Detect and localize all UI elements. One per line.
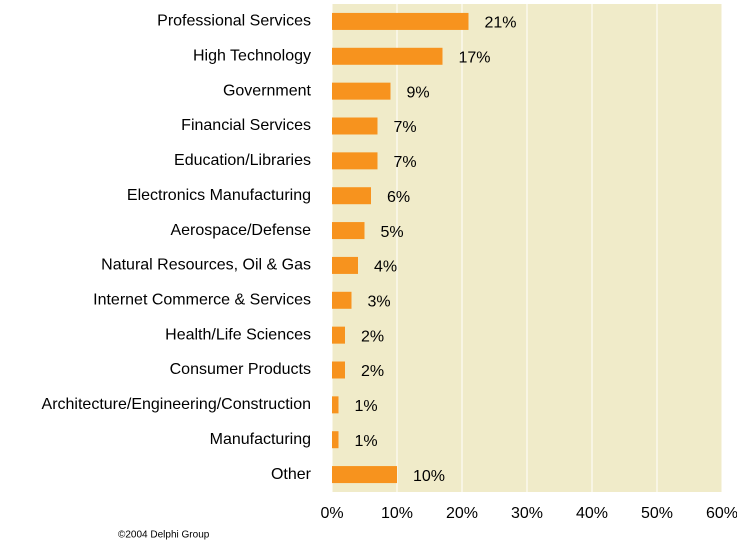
value-label: 2% <box>361 363 384 380</box>
y-tick-label: Electronics Manufacturing <box>127 187 311 204</box>
y-tick-label: Aerospace/Defense <box>170 222 311 239</box>
bar <box>332 152 378 170</box>
value-label: 9% <box>407 84 430 101</box>
y-tick-label: Government <box>223 82 312 99</box>
x-tick-label: 30% <box>511 505 543 522</box>
y-tick-label: Consumer Products <box>170 361 311 378</box>
bar <box>332 82 391 100</box>
bar <box>332 291 352 309</box>
value-label: 10% <box>413 468 445 485</box>
bar <box>332 466 397 484</box>
bar <box>332 431 339 449</box>
y-tick-label: Manufacturing <box>210 431 311 448</box>
value-label: 7% <box>394 119 417 136</box>
bar <box>332 117 378 135</box>
y-tick-label: Other <box>271 466 312 483</box>
y-tick-label: Natural Resources, Oil & Gas <box>101 257 311 274</box>
value-label: 1% <box>355 433 378 450</box>
x-tick-label: 10% <box>381 505 413 522</box>
value-label: 4% <box>374 259 397 276</box>
value-label: 17% <box>459 50 491 67</box>
bar <box>332 361 345 379</box>
value-label: 2% <box>361 328 384 345</box>
value-label: 5% <box>381 224 404 241</box>
x-tick-label: 60% <box>706 505 737 522</box>
bar <box>332 12 469 30</box>
y-tick-label: High Technology <box>193 48 311 65</box>
y-tick-label: Professional Services <box>157 13 311 30</box>
x-tick-label: 0% <box>320 505 343 522</box>
y-tick-label: Financial Services <box>181 117 311 134</box>
y-tick-label: Health/Life Sciences <box>165 326 311 343</box>
x-tick-label: 20% <box>446 505 478 522</box>
x-tick-label: 50% <box>641 505 673 522</box>
y-tick-label: Education/Libraries <box>174 152 311 169</box>
value-label: 21% <box>485 15 517 32</box>
bar <box>332 326 345 344</box>
bar <box>332 187 371 205</box>
value-label: 7% <box>394 154 417 171</box>
bar <box>332 396 339 414</box>
y-tick-label: Internet Commerce & Services <box>93 292 311 309</box>
value-label: 3% <box>368 294 391 311</box>
value-label: 1% <box>355 398 378 415</box>
bar <box>332 47 443 65</box>
value-label: 6% <box>387 189 410 206</box>
footnote: ©2004 Delphi Group <box>118 530 210 541</box>
bar <box>332 256 358 274</box>
bar <box>332 222 365 240</box>
x-tick-label: 40% <box>576 505 608 522</box>
y-tick-label: Architecture/Engineering/Construction <box>42 396 311 413</box>
